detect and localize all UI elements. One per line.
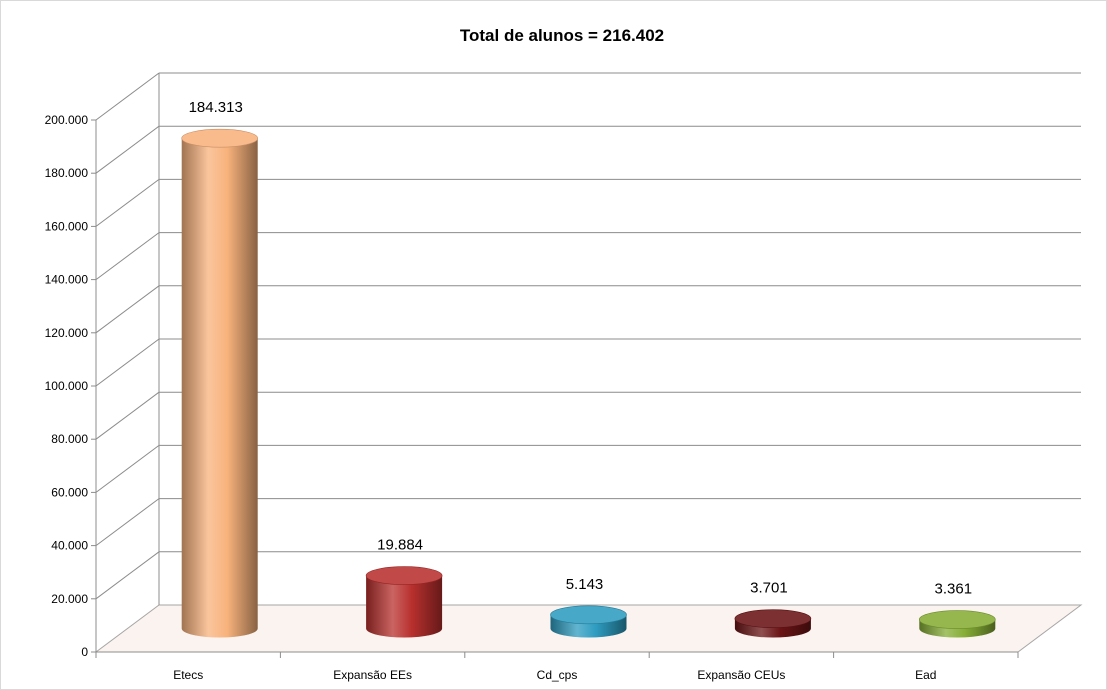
bar-2	[550, 605, 627, 638]
gridline-side	[95, 178, 160, 227]
y-tick-label: 80.000	[51, 432, 88, 446]
y-tick-label: 40.000	[51, 539, 88, 553]
y-tick-label: 200.000	[45, 113, 89, 127]
y-axis-ticks: 0 20.000 40.000 60.000 80.000 100.000 120.000 1…	[45, 113, 96, 659]
bar-3	[734, 609, 812, 638]
bar-body	[366, 575, 443, 638]
gridline-side	[95, 285, 160, 334]
bar-0	[181, 128, 258, 638]
x-axis-categories: Etecs Expansão EEs Cd_cps Expansão CEUs Ead	[95, 652, 1019, 682]
gridline-side	[95, 125, 160, 174]
bar-body	[181, 138, 258, 638]
gridline-side	[95, 498, 160, 547]
bar-top	[181, 128, 258, 148]
bar-top	[365, 566, 443, 585]
gridline-side	[95, 232, 160, 281]
bar-top	[734, 609, 812, 628]
gridlines	[95, 72, 1081, 600]
y-tick-label: 140.000	[45, 273, 89, 287]
y-tick-label: 160.000	[45, 219, 89, 233]
data-labels: 184.313 19.884 5.143 3.701 3.361	[189, 99, 972, 597]
chart-title: Total de alunos = 216.402	[460, 26, 664, 45]
y-tick-label: 100.000	[45, 379, 89, 393]
bar-4	[918, 610, 996, 638]
data-label: 5.143	[566, 576, 604, 593]
gridline-side	[95, 338, 160, 387]
y-tick-label: 20.000	[51, 592, 88, 606]
bar-top	[550, 605, 627, 625]
x-category-label: Expansão CEUs	[697, 668, 785, 682]
gridline-side	[95, 551, 160, 600]
x-category-label: Expansão EEs	[333, 668, 412, 682]
y-tick-label: 0	[81, 645, 88, 659]
gridline-side	[95, 72, 160, 121]
data-label: 184.313	[189, 99, 243, 116]
gridline-side	[95, 444, 160, 493]
data-label: 19.884	[377, 537, 423, 554]
x-category-label: Ead	[915, 668, 936, 682]
y-tick-label: 120.000	[45, 326, 89, 340]
bar-1	[365, 566, 443, 638]
data-label: 3.701	[750, 580, 788, 597]
bars	[181, 128, 996, 638]
data-label: 3.361	[935, 581, 973, 598]
x-category-label: Etecs	[173, 668, 203, 682]
x-category-label: Cd_cps	[537, 668, 578, 682]
gridline-side	[95, 391, 160, 440]
y-tick-label: 60.000	[51, 485, 88, 499]
y-tick-label: 180.000	[45, 166, 89, 180]
bar-top	[918, 610, 996, 629]
